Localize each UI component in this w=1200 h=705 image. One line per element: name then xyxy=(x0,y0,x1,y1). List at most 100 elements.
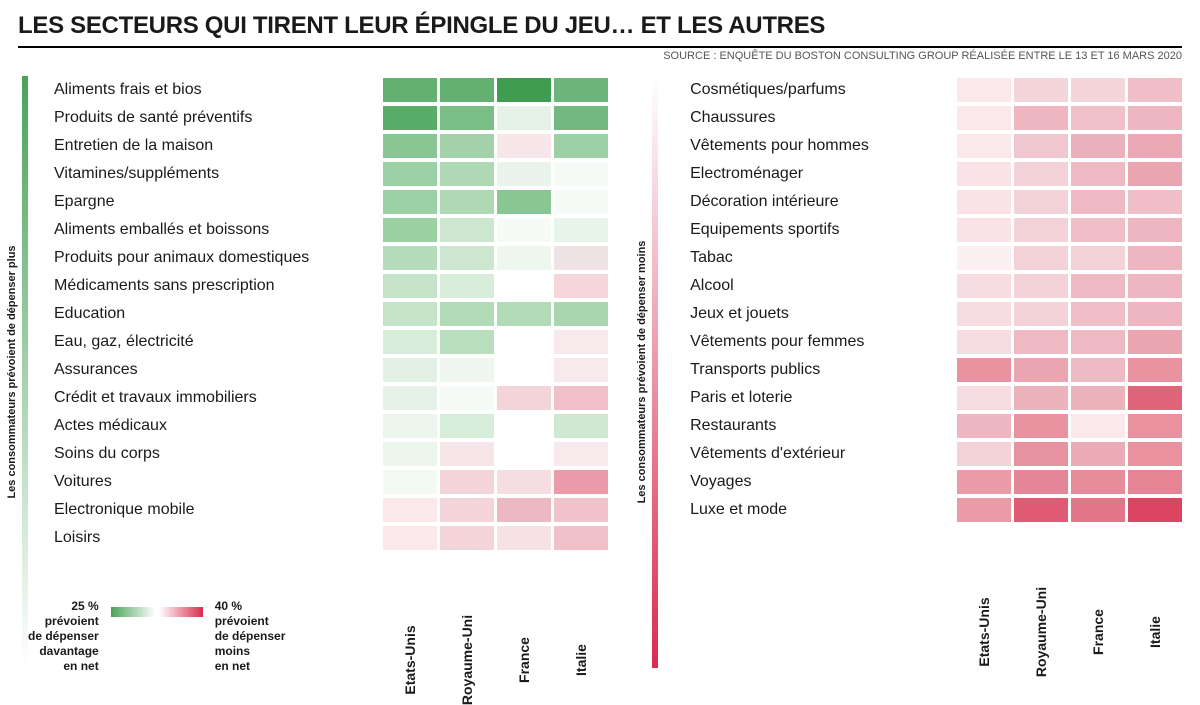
table-row: Alcool xyxy=(684,272,1182,300)
heatmap-cell xyxy=(383,218,437,242)
heatmap-cell xyxy=(957,246,1011,270)
heatmap-cell xyxy=(440,134,494,158)
table-row: Eau, gaz, électricité xyxy=(54,328,608,356)
right-panel: Les consommateurs prévoient de dépenser … xyxy=(648,76,1182,668)
heatmap-cell xyxy=(1014,330,1068,354)
row-cells xyxy=(383,526,608,550)
row-label: Voyages xyxy=(684,473,949,491)
row-label: Epargne xyxy=(54,193,375,211)
heatmap-cell xyxy=(554,330,608,354)
page: LES SECTEURS QUI TIRENT LEUR ÉPINGLE DU … xyxy=(0,0,1200,686)
heatmap-cell xyxy=(554,470,608,494)
heatmap-cell xyxy=(1071,330,1125,354)
table-row: Aliments frais et bios xyxy=(54,76,608,104)
row-cells xyxy=(957,106,1182,130)
heatmap-cell xyxy=(1014,302,1068,326)
table-row: Restaurants xyxy=(684,412,1182,440)
heatmap-cell xyxy=(1128,106,1182,130)
heatmap-cell xyxy=(554,526,608,550)
column-label: Royaume-Uni xyxy=(440,558,494,668)
heatmap-cell xyxy=(554,134,608,158)
table-row: Education xyxy=(54,300,608,328)
row-label: Chaussures xyxy=(684,109,949,127)
heatmap-cell xyxy=(383,190,437,214)
heatmap-cell xyxy=(440,498,494,522)
heatmap-cell xyxy=(554,358,608,382)
heatmap-cell xyxy=(554,274,608,298)
horizontal-rule xyxy=(18,46,1182,48)
table-row: Loisirs xyxy=(54,524,608,552)
heatmap-cell xyxy=(957,442,1011,466)
legend-gradient xyxy=(111,607,203,617)
panels: Les consommateurs prévoient de dépenser … xyxy=(18,76,1182,668)
row-cells xyxy=(383,162,608,186)
row-cells xyxy=(957,162,1182,186)
heatmap-cell xyxy=(554,246,608,270)
row-label: Equipements sportifs xyxy=(684,221,949,239)
left-rows: Aliments frais et bios Produits de santé … xyxy=(54,76,608,552)
table-row: Vêtements pour hommes xyxy=(684,132,1182,160)
heatmap-cell xyxy=(497,134,551,158)
heatmap-cell xyxy=(957,498,1011,522)
row-cells xyxy=(957,302,1182,326)
heatmap-cell xyxy=(440,246,494,270)
row-label: Produits de santé préventifs xyxy=(54,109,375,127)
heatmap-cell xyxy=(1128,386,1182,410)
table-row: Soins du corps xyxy=(54,440,608,468)
right-side-label: Les consommateurs prévoient de dépenser … xyxy=(636,241,648,504)
table-row: Jeux et jouets xyxy=(684,300,1182,328)
heatmap-cell xyxy=(497,302,551,326)
table-row: Electronique mobile xyxy=(54,496,608,524)
heatmap-cell xyxy=(1128,190,1182,214)
row-label: Vitamines/suppléments xyxy=(54,165,375,183)
table-row: Epargne xyxy=(54,188,608,216)
heatmap-cell xyxy=(1128,302,1182,326)
heatmap-cell xyxy=(383,78,437,102)
row-cells xyxy=(957,442,1182,466)
table-row: Décoration intérieure xyxy=(684,188,1182,216)
row-cells xyxy=(957,414,1182,438)
heatmap-cell xyxy=(440,386,494,410)
column-label: Etats-Unis xyxy=(383,558,437,668)
table-row: Transports publics xyxy=(684,356,1182,384)
table-row: Vêtements d'extérieur xyxy=(684,440,1182,468)
row-cells xyxy=(957,78,1182,102)
heatmap-cell xyxy=(1014,358,1068,382)
heatmap-cell xyxy=(440,358,494,382)
left-gradient-bar: Les consommateurs prévoient de dépenser … xyxy=(18,76,28,668)
heatmap-cell xyxy=(957,302,1011,326)
left-side-label: Les consommateurs prévoient de dépenser … xyxy=(6,245,18,498)
heatmap-cell xyxy=(554,78,608,102)
heatmap-cell xyxy=(383,526,437,550)
heatmap-cell xyxy=(957,190,1011,214)
row-cells xyxy=(383,246,608,270)
table-row: Médicaments sans prescription xyxy=(54,272,608,300)
row-cells xyxy=(383,386,608,410)
row-label: Vêtements d'extérieur xyxy=(684,445,949,463)
heatmap-cell xyxy=(1128,246,1182,270)
table-row: Cosmétiques/parfums xyxy=(684,76,1182,104)
heatmap-cell xyxy=(1014,498,1068,522)
heatmap-cell xyxy=(1128,470,1182,494)
heatmap-cell xyxy=(957,78,1011,102)
row-cells xyxy=(957,274,1182,298)
row-label: Electronique mobile xyxy=(54,501,375,519)
left-table: Aliments frais et bios Produits de santé … xyxy=(28,76,608,668)
legend-left: 25 % prévoient de dépenser davantage en … xyxy=(28,599,99,674)
row-cells xyxy=(383,218,608,242)
heatmap-cell xyxy=(497,78,551,102)
table-row: Luxe et mode xyxy=(684,496,1182,524)
heatmap-cell xyxy=(1014,162,1068,186)
row-cells xyxy=(383,414,608,438)
table-row: Crédit et travaux immobiliers xyxy=(54,384,608,412)
column-label: Royaume-Uni xyxy=(1014,530,1068,640)
heatmap-cell xyxy=(1128,414,1182,438)
heatmap-cell xyxy=(1071,470,1125,494)
row-label: Restaurants xyxy=(684,417,949,435)
row-cells xyxy=(383,498,608,522)
table-row: Aliments emballés et boissons xyxy=(54,216,608,244)
heatmap-cell xyxy=(440,526,494,550)
row-label: Transports publics xyxy=(684,361,949,379)
heatmap-cell xyxy=(1014,274,1068,298)
right-gradient-bar: Les consommateurs prévoient de dépenser … xyxy=(648,76,658,668)
